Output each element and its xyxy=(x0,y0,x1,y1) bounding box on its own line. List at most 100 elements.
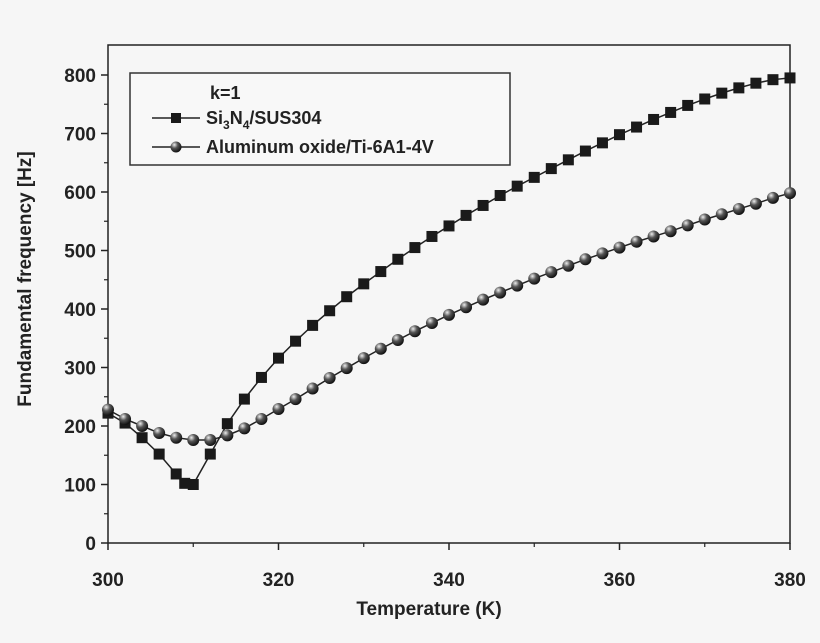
data-point-square xyxy=(324,305,336,317)
data-point-sphere xyxy=(784,187,796,200)
data-point-sphere xyxy=(357,352,370,365)
legend: k=1 Si3N4/SUS304 Aluminum oxide/Ti-6A1-4… xyxy=(129,72,511,166)
x-axis-label: Temperature (K) xyxy=(356,599,501,620)
data-point-sphere xyxy=(443,308,455,321)
data-point-sphere xyxy=(340,362,353,375)
data-point-sphere xyxy=(374,342,387,355)
data-point-square xyxy=(255,371,267,383)
data-point-sphere xyxy=(289,393,302,406)
data-point-sphere xyxy=(766,191,779,204)
data-point-square xyxy=(392,253,404,265)
data-point-square xyxy=(221,418,233,430)
data-point-square xyxy=(716,87,728,99)
y-tick-label: 100 xyxy=(64,476,96,497)
data-point-square xyxy=(204,448,216,460)
data-point-sphere xyxy=(187,434,200,447)
data-point-sphere xyxy=(528,272,541,285)
data-point-square xyxy=(784,72,796,84)
data-point-sphere xyxy=(136,420,149,432)
data-point-square xyxy=(290,335,302,347)
series-group xyxy=(102,72,796,490)
data-point-square xyxy=(511,180,523,192)
y-tick-label: 700 xyxy=(64,125,96,146)
data-point-sphere xyxy=(494,286,507,299)
data-point-sphere xyxy=(460,301,473,314)
data-point-square xyxy=(733,82,745,94)
data-point-square xyxy=(596,137,608,149)
data-point-square xyxy=(545,163,557,175)
legend-label-alumina: Aluminum oxide/Ti-6A1-4V xyxy=(206,137,434,157)
x-tick-label: 320 xyxy=(263,570,295,591)
data-point-square xyxy=(238,393,250,405)
data-point-square xyxy=(477,199,489,211)
data-point-square xyxy=(136,432,148,444)
data-point-square xyxy=(631,121,643,133)
data-point-square xyxy=(460,209,472,221)
y-tick-label: 600 xyxy=(64,183,96,204)
y-tick-label: 400 xyxy=(64,300,96,321)
data-point-sphere xyxy=(732,202,745,215)
data-point-square xyxy=(443,220,455,232)
data-point-square xyxy=(153,448,165,460)
data-point-square xyxy=(341,291,353,303)
data-point-sphere xyxy=(272,403,285,416)
data-point-square xyxy=(750,77,762,89)
data-point-sphere xyxy=(562,259,575,272)
data-point-square xyxy=(170,468,182,480)
data-point-square xyxy=(409,242,421,254)
data-point-sphere xyxy=(664,225,677,238)
x-tick-label: 360 xyxy=(604,570,636,591)
data-point-square xyxy=(614,129,625,141)
data-point-sphere xyxy=(545,266,558,279)
data-point-sphere xyxy=(425,317,438,330)
legend-marker-sphere xyxy=(170,141,182,153)
data-point-square xyxy=(494,190,506,202)
data-point-sphere xyxy=(511,279,524,292)
data-point-sphere xyxy=(221,429,234,442)
data-point-square xyxy=(179,477,191,489)
data-point-sphere xyxy=(119,412,132,425)
data-point-sphere xyxy=(477,293,490,306)
data-point-sphere xyxy=(408,325,421,338)
data-point-square xyxy=(767,74,779,86)
data-point-sphere xyxy=(749,197,762,210)
x-tick-label: 380 xyxy=(774,570,806,591)
y-axis-label: Fundamental frequency [Hz] xyxy=(15,151,36,406)
data-point-sphere xyxy=(579,253,592,266)
y-tick-label: 300 xyxy=(64,359,96,380)
data-point-sphere xyxy=(647,230,660,243)
legend-marker-square xyxy=(171,113,181,123)
data-point-square xyxy=(426,230,438,242)
data-point-square xyxy=(665,106,677,118)
legend-title: k=1 xyxy=(210,83,241,103)
data-point-sphere xyxy=(613,241,626,254)
legend-label-si3n4: Si3N4/SUS304 xyxy=(206,108,321,132)
y-tick-label: 500 xyxy=(64,242,96,263)
data-point-square xyxy=(358,278,370,290)
data-point-square xyxy=(375,266,387,278)
data-point-sphere xyxy=(681,219,694,232)
data-point-sphere xyxy=(170,431,183,444)
data-point-sphere xyxy=(238,422,251,435)
y-tick-label: 0 xyxy=(85,534,96,555)
data-point-sphere xyxy=(698,213,711,226)
data-point-square xyxy=(562,154,574,166)
x-tick-label: 340 xyxy=(433,570,465,591)
data-point-sphere xyxy=(255,412,268,425)
data-point-sphere xyxy=(323,372,336,385)
data-point-sphere xyxy=(102,403,114,416)
data-point-square xyxy=(682,99,694,111)
data-point-sphere xyxy=(306,382,319,395)
data-point-square xyxy=(307,319,319,331)
data-point-sphere xyxy=(596,247,609,260)
x-tick-label: 300 xyxy=(92,570,124,591)
data-point-square xyxy=(273,352,284,364)
data-point-sphere xyxy=(391,334,404,347)
data-point-square xyxy=(187,479,199,490)
data-point-sphere xyxy=(204,434,217,447)
data-point-square xyxy=(648,113,660,125)
y-tick-label: 200 xyxy=(64,417,96,438)
axes: 0 100 200 300 400 500 600 700 800 300 320 340 360 380… xyxy=(15,44,806,620)
data-point-square xyxy=(699,93,711,105)
